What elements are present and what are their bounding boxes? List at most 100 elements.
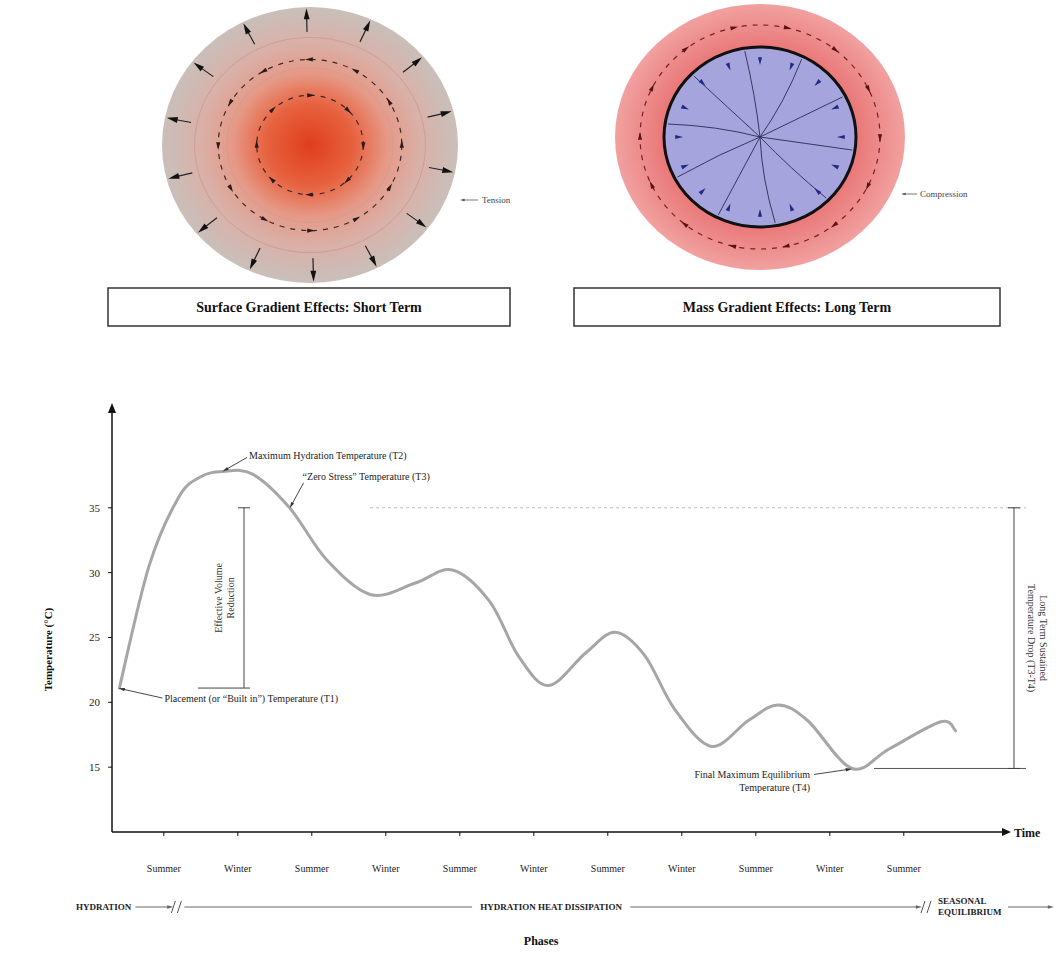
- arrowhead: [255, 140, 259, 148]
- arrowhead: [269, 177, 276, 184]
- annotation-line: “Zero Stress” Temperature (T3): [303, 471, 430, 483]
- x-tick-label: Winter: [816, 863, 844, 874]
- arrowhead: [361, 142, 365, 150]
- crack-line: [760, 97, 843, 137]
- annotation: Placement (or “Built in”) Temperature (T…: [119, 688, 339, 705]
- figure-label: Compression: [920, 189, 968, 199]
- bracket-cap: [238, 507, 250, 508]
- arrowhead: [198, 224, 208, 233]
- figure-label: Tension: [482, 195, 511, 205]
- arrowhead: [866, 182, 871, 190]
- arrowhead: [216, 142, 220, 150]
- y-tick-label: 30: [89, 567, 101, 579]
- arrowhead: [790, 204, 795, 212]
- crack-line: [760, 137, 826, 198]
- arrowhead: [681, 221, 688, 228]
- arrowhead: [650, 181, 655, 189]
- x-tick-label: Winter: [520, 863, 548, 874]
- crack-line: [677, 137, 760, 177]
- bracket-line: [1014, 508, 1015, 769]
- mass-gradient-figure: Compression: [615, 4, 968, 270]
- annotation-line: Maximum Hydration Temperature (T2): [249, 450, 407, 462]
- arrowhead: [831, 46, 838, 53]
- x-tick: [829, 832, 830, 836]
- arrowhead: [228, 99, 234, 107]
- arrowhead: [352, 217, 360, 223]
- curve-group: [119, 470, 955, 769]
- temperature-curve: [119, 470, 955, 769]
- bracket-line: [244, 508, 245, 688]
- phase-arrow: [630, 907, 917, 908]
- bracket: Effective VolumeReduction: [198, 508, 250, 688]
- bracket-label-line: Long Term Sustained: [1038, 595, 1049, 681]
- x-axis-arrow: [1002, 828, 1011, 836]
- crack-line: [718, 137, 760, 215]
- y-tick: [108, 637, 112, 638]
- arrowhead: [814, 188, 821, 195]
- reference-line: [874, 768, 1026, 769]
- arrowhead: [363, 20, 370, 31]
- annotation-leader: [814, 769, 848, 774]
- phases: HYDRATIONHYDRATION HEAT DISSIPATIONSEASO…: [76, 896, 1054, 948]
- y-tick: [108, 507, 112, 508]
- arrowhead: [387, 98, 393, 106]
- arrowhead: [227, 184, 233, 192]
- annotation-leader: [292, 483, 304, 505]
- arrowhead: [369, 256, 377, 267]
- arrowhead: [758, 209, 762, 217]
- x-tick-label: Winter: [668, 863, 696, 874]
- annotation-leader: [122, 689, 162, 698]
- arrowhead: [243, 23, 251, 34]
- arrowhead: [223, 467, 229, 472]
- annotation-line: Placement (or “Built in”) Temperature (T…: [164, 693, 338, 705]
- arrowhead: [699, 79, 706, 86]
- phase-break: [921, 901, 931, 913]
- arrowhead: [250, 258, 257, 269]
- arrowhead: [681, 165, 689, 170]
- crack-line: [760, 137, 852, 150]
- arrowhead: [167, 905, 173, 908]
- arrowhead: [310, 271, 316, 282]
- arrowhead: [344, 177, 351, 184]
- bracket: Long Term SustainedTemperature Drop (T3-…: [1008, 508, 1049, 769]
- annotation: Final Maximum EquilibriumTemperature (T4…: [694, 768, 852, 794]
- arrowhead: [901, 193, 906, 196]
- x-tick: [681, 832, 682, 836]
- x-tick-label: Winter: [224, 863, 252, 874]
- y-tick: [108, 767, 112, 768]
- arrowhead: [837, 135, 845, 139]
- arrowhead: [305, 57, 313, 61]
- y-tick: [108, 572, 112, 573]
- x-tick: [163, 832, 164, 836]
- zone-boundary: [195, 37, 426, 252]
- annotation-line: Temperature (T4): [739, 782, 810, 794]
- phase-arrow: [184, 907, 472, 908]
- crack-line: [760, 59, 802, 137]
- arrowhead: [304, 8, 310, 19]
- phase-label: HYDRATION HEAT DISSIPATION: [480, 902, 622, 912]
- arrowhead: [119, 688, 126, 691]
- arrowhead: [699, 188, 706, 195]
- page: TensionCompressionSurface Gradient Effec…: [0, 0, 1060, 978]
- bracket-cap: [1008, 768, 1020, 769]
- crack-line: [745, 51, 760, 137]
- outer-section: [162, 7, 458, 283]
- arrowhead: [649, 84, 654, 92]
- surface-gradient-figure: Tension: [162, 7, 511, 283]
- arrowhead: [168, 173, 179, 179]
- y-tick: [108, 702, 112, 703]
- break-mark: [177, 901, 181, 913]
- annotation-leader: [226, 457, 247, 469]
- bracket-label-line: Temperature Drop (T3-T4): [1025, 584, 1037, 692]
- stress-loop: [218, 59, 402, 230]
- x-tick: [237, 832, 238, 836]
- x-tick: [607, 832, 608, 836]
- y-axis: [111, 409, 113, 832]
- arrowhead: [846, 768, 853, 771]
- arrowhead: [290, 502, 294, 508]
- arrowhead: [790, 63, 795, 71]
- phase-label-line: EQUILIBRIUM: [938, 907, 1002, 917]
- bracket-label-line: Reduction: [225, 577, 236, 618]
- arrowhead: [728, 245, 736, 249]
- stress-loop: [640, 25, 880, 249]
